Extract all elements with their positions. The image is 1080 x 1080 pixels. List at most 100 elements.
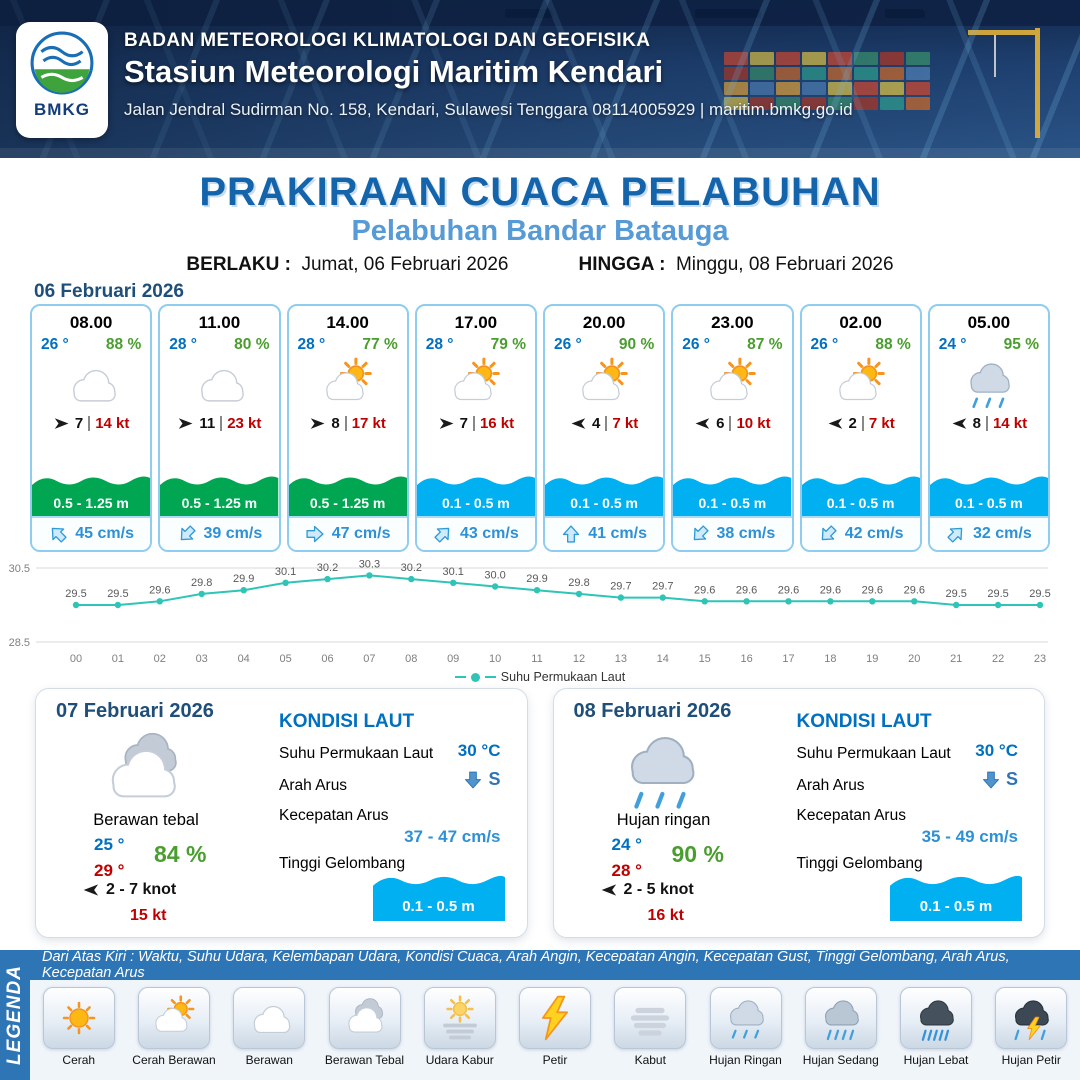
wave-height-band: 0.1 - 0.5 m: [673, 469, 792, 516]
berawan-tebal-icon: [339, 994, 391, 1042]
station-address: Jalan Jendral Sudirman No. 158, Kendari,…: [124, 100, 853, 119]
forecast-time: 08.00: [69, 313, 113, 332]
current-speed: 38 cm/s: [716, 525, 776, 542]
forecast-card: 20.00 26 ° 90 % 4 7 kt 0.1 - 0.5 m 41 cm…: [543, 304, 666, 552]
wind-row: 7 16 kt: [417, 415, 535, 432]
wind-row: 11 23 kt: [160, 415, 278, 432]
current-speed-label: Kecepatan Arus: [279, 807, 389, 824]
gust-speed: 14 kt: [95, 415, 130, 432]
hujan-ringan-icon: [720, 994, 772, 1042]
daily-temp-max: 28 °: [611, 861, 642, 880]
current-direction-letter: S: [1005, 769, 1018, 789]
valid-to-label: HINGGA :: [578, 254, 666, 275]
relative-humidity: 77 %: [362, 336, 398, 353]
valid-from: BERLAKU : Jumat, 06 Februari 2026: [186, 254, 508, 276]
temp-humidity-row: 28 ° 79 %: [417, 333, 535, 354]
svg-text:30.1: 30.1: [275, 566, 296, 578]
weather-condition-icon: [58, 356, 124, 412]
divider: [220, 416, 223, 431]
gust-speed: 14 kt: [992, 415, 1028, 432]
forecast-card: 17.00 28 ° 79 % 7 16 kt 0.1 - 0.5 m 43 c…: [414, 304, 537, 552]
daily-cards: 07 Februari 2026 Berawan tebal 25 ° 29 °…: [35, 688, 1045, 938]
svg-text:00: 00: [70, 653, 82, 665]
svg-text:28.5: 28.5: [9, 637, 30, 649]
wave-height-value: 0.1 - 0.5 m: [402, 898, 475, 915]
air-temperature: 26 °: [554, 336, 582, 353]
wind-direction-icon: [438, 415, 455, 432]
hujan-sedang-icon: [815, 994, 867, 1042]
svg-text:07: 07: [363, 653, 375, 665]
relative-humidity: 87 %: [747, 336, 783, 353]
current-direction-icon: [177, 524, 197, 544]
legend-icon-box: [423, 987, 496, 1049]
forecast-card: 14.00 28 ° 77 % 8 17 kt 0.5 - 1.25 m 47 …: [286, 304, 409, 552]
daily-gust-speed: 15 kt: [130, 907, 167, 924]
temp-humidity-row: 26 ° 88 %: [32, 333, 150, 354]
temp-humidity-row: 26 ° 90 %: [545, 333, 663, 354]
svg-text:30.0: 30.0: [484, 570, 505, 582]
forecast-card: 08.00 26 ° 88 % 7 14 kt 0.5 - 1.25 m 45 …: [30, 304, 153, 552]
svg-text:29.9: 29.9: [233, 573, 254, 585]
legend-label: Udara Kabur: [425, 1053, 494, 1067]
current-row: 39 cm/s: [160, 516, 279, 550]
svg-text:23: 23: [1034, 653, 1046, 665]
legend-items: Cerah Cerah Berawan Berawan Berawan Teba…: [30, 980, 1080, 1080]
svg-text:20: 20: [908, 653, 920, 665]
svg-text:13: 13: [615, 653, 627, 665]
forecast-time: 14.00: [326, 313, 369, 332]
legend-line: [454, 676, 466, 678]
forecast-time: 11.00: [198, 313, 241, 332]
current-direction-icon: [463, 770, 483, 790]
daily-date: 07 Februari 2026: [56, 700, 214, 722]
legend-item: Cerah Berawan: [128, 987, 221, 1067]
temp-humidity-row: 28 ° 77 %: [289, 333, 407, 354]
chart-legend-label: Suhu Permukaan Laut: [500, 670, 626, 684]
svg-text:29.7: 29.7: [652, 581, 673, 593]
wind-row: 7 14 kt: [32, 415, 150, 432]
daily-date: 08 Februari 2026: [573, 700, 732, 722]
forecast-date: 06 Februari 2026: [34, 281, 184, 302]
legend-icon-box: [614, 987, 687, 1049]
valid-to-date: Minggu, 08 Februari 2026: [675, 254, 894, 275]
current-direction-icon: [981, 770, 1001, 790]
relative-humidity: 80 %: [234, 336, 270, 353]
daily-wind-row: 2 - 7 knot: [82, 881, 176, 899]
svg-text:29.5: 29.5: [1029, 588, 1050, 600]
current-speed-value: 35 - 49 cm/s: [921, 827, 1018, 846]
wind-row: 8 14 kt: [930, 415, 1048, 432]
page-title: PRAKIRAAN CUACA PELABUHAN: [199, 170, 881, 214]
legenda-text: LEGENDA: [4, 965, 25, 1065]
wind-direction-icon: [570, 415, 587, 432]
wave-height-band: 0.1 - 0.5 m: [545, 469, 664, 516]
wind-speed: 6: [716, 415, 725, 432]
forecast-card: 05.00 24 ° 95 % 8 14 kt 0.1 - 0.5 m 32 c…: [927, 304, 1050, 552]
current-speed: 47 cm/s: [331, 525, 391, 542]
berawan-icon: [243, 994, 295, 1042]
svg-text:29.5: 29.5: [107, 588, 128, 600]
forecast-time: 17.00: [454, 313, 498, 332]
wave-height-band: 0.1 - 0.5 m: [929, 469, 1048, 516]
gust-speed: 17 kt: [351, 415, 386, 432]
current-direction-icon: [433, 524, 453, 544]
legend-item: Udara Kabur: [413, 987, 506, 1067]
legend-icon-box: [328, 987, 401, 1049]
hujan-petir-icon: [1005, 994, 1057, 1042]
svg-text:09: 09: [447, 653, 459, 665]
weather-condition-icon: [186, 356, 252, 412]
legend-label: Kabut: [634, 1053, 666, 1067]
valid-to: HINGGA : Minggu, 08 Februari 2026: [579, 254, 894, 276]
svg-text:30.2: 30.2: [401, 562, 422, 574]
daily-forecast-card: 07 Februari 2026 Berawan tebal 25 ° 29 °…: [35, 688, 528, 938]
header: BMKG BADAN METEOROLOGI KLIMATOLOGI DAN G…: [0, 0, 1080, 158]
svg-text:05: 05: [279, 653, 291, 665]
forecast-cards-row: 08.00 26 ° 88 % 7 14 kt 0.5 - 1.25 m 45 …: [30, 304, 1050, 552]
current-speed: 42 cm/s: [844, 525, 904, 542]
terminal-floor: [0, 148, 1080, 158]
legend-side-label: LEGENDA: [0, 950, 30, 1080]
svg-text:30.3: 30.3: [359, 558, 380, 570]
svg-text:29.8: 29.8: [191, 577, 212, 589]
bmkg-logo: BMKG: [16, 22, 108, 138]
weather-condition-icon: [443, 356, 509, 412]
air-temperature: 28 °: [425, 336, 454, 353]
svg-text:29.6: 29.6: [820, 584, 841, 596]
